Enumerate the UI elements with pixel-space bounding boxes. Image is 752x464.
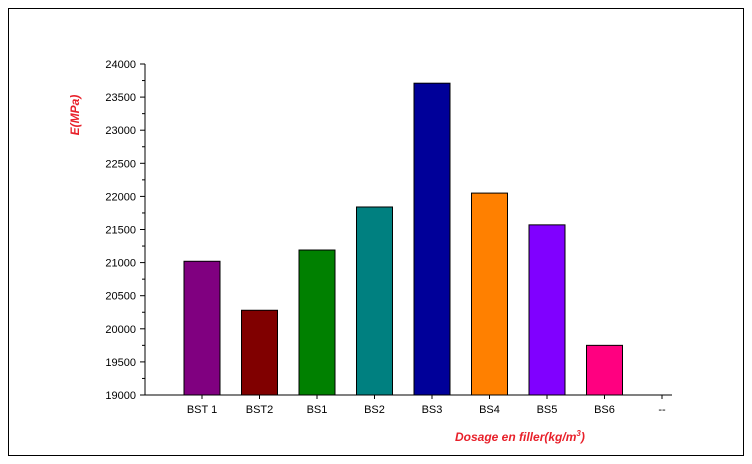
x-axis-title-suffix: ) <box>579 430 585 444</box>
y-tick-label: 23000 <box>105 125 136 137</box>
x-axis-ticks: BST 1 BST2 BS1 BS2 BS3 BS4 BS5 BS6 -- <box>187 395 666 416</box>
bar-bs4 <box>471 192 508 396</box>
x-tick-label: BS3 <box>422 404 443 416</box>
bar-bst-1 <box>183 260 221 396</box>
y-tick-label: 24000 <box>105 59 136 71</box>
x-tick-label: BS6 <box>594 404 615 416</box>
y-tick-label: 19500 <box>105 357 136 369</box>
x-tick-label: BS4 <box>479 404 500 416</box>
y-axis-ticks: 19000 19500 20000 20500 21000 21500 22000 22500… <box>105 59 145 402</box>
x-tick-label: BST2 <box>246 404 274 416</box>
bar-bst2 <box>241 309 278 396</box>
bars <box>183 82 623 396</box>
bar-bs6 <box>586 344 623 396</box>
x-tick-label: BS1 <box>307 404 328 416</box>
y-tick-label: 21500 <box>105 225 136 237</box>
y-tick-label: 20000 <box>105 324 136 336</box>
x-axis-title-main: Dosage en filler(kg/m <box>455 430 577 444</box>
bar-bs1 <box>298 249 336 396</box>
x-axis-title: Dosage en filler(kg/m3) <box>455 429 585 444</box>
bar-bs5 <box>528 224 566 396</box>
y-tick-label: 22500 <box>105 158 136 170</box>
y-tick-label: 21000 <box>105 258 136 270</box>
x-tick-label: BS2 <box>364 404 385 416</box>
bar-bs3 <box>413 82 451 396</box>
y-tick-label: 23500 <box>105 92 136 104</box>
y-tick-label: 19000 <box>105 390 136 402</box>
y-axis-title: E(MPa) <box>68 95 82 136</box>
y-tick-label: 20500 <box>105 291 136 303</box>
bar-bs2 <box>356 206 393 396</box>
x-tick-label: BST 1 <box>187 404 217 416</box>
x-tick-label: -- <box>658 404 666 416</box>
x-axis-title-superscript: 3 <box>576 429 581 438</box>
y-tick-label: 22000 <box>105 191 136 203</box>
x-tick-label: BS5 <box>537 404 558 416</box>
